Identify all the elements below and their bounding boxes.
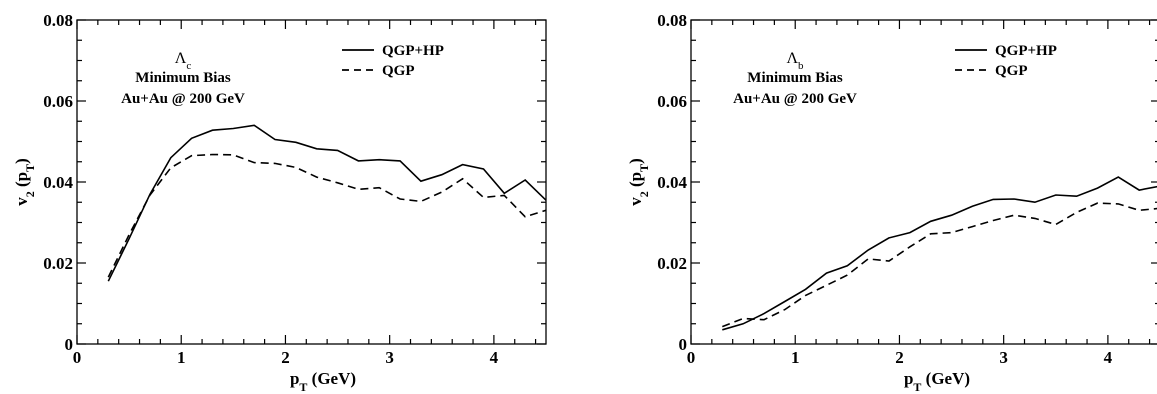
legend-label: QGP+HP xyxy=(995,43,1057,59)
x-tick-label: 1 xyxy=(791,348,800,367)
x-tick-label: 2 xyxy=(895,348,904,367)
y-axis-label: v2 (pT) xyxy=(626,158,651,206)
legend-label: QGP+HP xyxy=(382,43,444,59)
y-axis-label-close: ) xyxy=(626,158,645,164)
y-tick-label: 0 xyxy=(65,335,74,354)
x-axis-label-sub: T xyxy=(913,380,921,394)
particle-symbol: Λ xyxy=(175,50,187,67)
x-tick-label: 3 xyxy=(385,348,394,367)
y-tick-label: 0.08 xyxy=(43,11,73,30)
x-tick-label: 4 xyxy=(490,348,499,367)
y-axis-label-main: v xyxy=(12,197,31,206)
plot-frame xyxy=(690,19,1157,345)
annotation-line2: Au+Au @ 200 GeV xyxy=(121,91,245,107)
x-tick-label: 1 xyxy=(177,348,186,367)
particle-subscript: c xyxy=(186,60,191,72)
annotation-line2: Au+Au @ 200 GeV xyxy=(733,91,857,107)
x-axis-label-unit: (GeV) xyxy=(921,369,970,388)
y-tick-label: 0.04 xyxy=(43,173,73,192)
plot-frame xyxy=(76,19,547,345)
x-axis-label-main: p xyxy=(904,369,913,388)
x-tick-label: 3 xyxy=(999,348,1008,367)
series-line-qgphp xyxy=(722,176,1157,331)
x-tick-label: 0 xyxy=(73,348,82,367)
x-axis-label-sub: T xyxy=(299,380,307,394)
y-axis-label-sub: 2 xyxy=(23,191,37,197)
y-tick-label: 0.06 xyxy=(43,92,73,111)
y-axis-label-sub: 2 xyxy=(637,191,651,197)
annotation-line1: Minimum Bias xyxy=(747,70,843,86)
legend-label: QGP xyxy=(995,63,1028,79)
y-tick-label: 0.06 xyxy=(657,92,687,111)
particle-label: Λb xyxy=(786,50,804,72)
y-axis-label-sub2: T xyxy=(637,164,651,172)
annotation-line1: Minimum Bias xyxy=(135,70,231,86)
particle-label: Λc xyxy=(175,50,192,72)
y-axis-label-close: ) xyxy=(12,158,31,164)
x-axis-label-unit: (GeV) xyxy=(307,369,356,388)
y-tick-label: 0.02 xyxy=(43,254,73,273)
x-axis-label: pT (GeV) xyxy=(290,369,356,394)
particle-subscript: b xyxy=(798,60,804,72)
y-axis-label-sub2: T xyxy=(23,164,37,172)
x-tick-label: 4 xyxy=(1104,348,1113,367)
legend-label: QGP xyxy=(382,63,415,79)
y-axis-label-paren: (p xyxy=(12,172,31,191)
x-axis-label: pT (GeV) xyxy=(904,369,970,394)
x-tick-label: 0 xyxy=(687,348,696,367)
y-axis-label-paren: (p xyxy=(626,172,645,191)
y-tick-label: 0.04 xyxy=(657,173,687,192)
series-line-qgp xyxy=(722,202,1157,328)
y-axis-label: v2 (pT) xyxy=(12,158,37,206)
x-axis-label-main: p xyxy=(290,369,299,388)
series-line-qgp xyxy=(107,153,546,278)
particle-symbol: Λ xyxy=(786,50,798,67)
x-tick-label: 2 xyxy=(281,348,290,367)
y-axis-label-main: v xyxy=(626,197,645,206)
y-tick-label: 0 xyxy=(679,335,688,354)
y-tick-label: 0.08 xyxy=(657,11,687,30)
y-tick-label: 0.02 xyxy=(657,254,687,273)
series-line-qgphp xyxy=(107,124,546,282)
